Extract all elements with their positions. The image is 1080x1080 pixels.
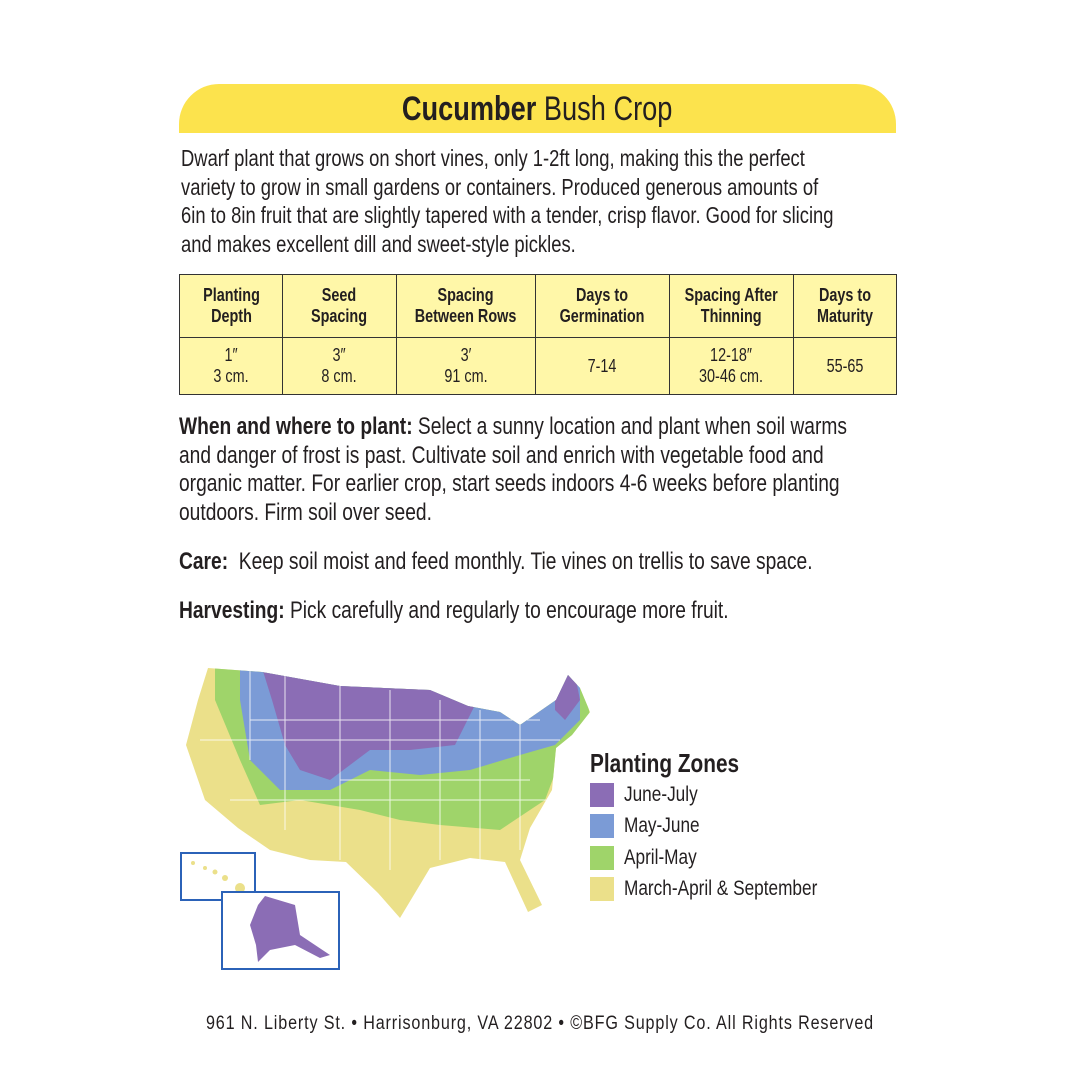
legend-swatch xyxy=(590,814,614,839)
table-cell: 3′ 91 cm. xyxy=(396,337,536,395)
table-header: Days to Maturity xyxy=(793,274,897,338)
legend-item: March-April & September xyxy=(590,874,860,906)
when-where-section: When and where to plant: Select a sunny … xyxy=(179,413,847,526)
table-header: Spacing Between Rows xyxy=(396,274,536,338)
table-cell: 55-65 xyxy=(793,337,897,395)
harvesting-section: Harvesting: Pick carefully and regularly… xyxy=(179,597,729,624)
legend-swatch xyxy=(590,782,614,807)
table-header: Days to Germination xyxy=(535,274,670,338)
table-cell: 1″ 3 cm. xyxy=(179,337,283,395)
table-cell: 7-14 xyxy=(535,337,670,395)
legend-item: April-May xyxy=(590,842,860,874)
table-header: Spacing After Thinning xyxy=(669,274,794,338)
planting-table: Planting Depth Seed Spacing Spacing Between R… xyxy=(179,274,897,395)
legend-swatch xyxy=(590,877,614,902)
care-section: Care: Keep soil moist and feed monthly. … xyxy=(179,548,813,575)
product-title: Cucumber Bush Crop xyxy=(402,90,673,128)
table-cell: 12-18″ 30-46 cm. xyxy=(669,337,794,395)
legend-item: May-June xyxy=(590,811,860,843)
zone-june-july xyxy=(262,668,475,780)
description: Dwarf plant that grows on short vines, o… xyxy=(181,145,834,257)
title-banner: Cucumber Bush Crop xyxy=(179,84,896,133)
planting-zones-legend: Planting Zones June-July May-June April-Ma… xyxy=(590,748,860,905)
table-cell: 3″ 8 cm. xyxy=(282,337,397,395)
legend-item: June-July xyxy=(590,779,860,811)
footer: 961 N. Liberty St. • Harrisonburg, VA 22… xyxy=(205,1013,875,1034)
legend-swatch xyxy=(590,845,614,870)
table-header: Seed Spacing xyxy=(282,274,397,338)
